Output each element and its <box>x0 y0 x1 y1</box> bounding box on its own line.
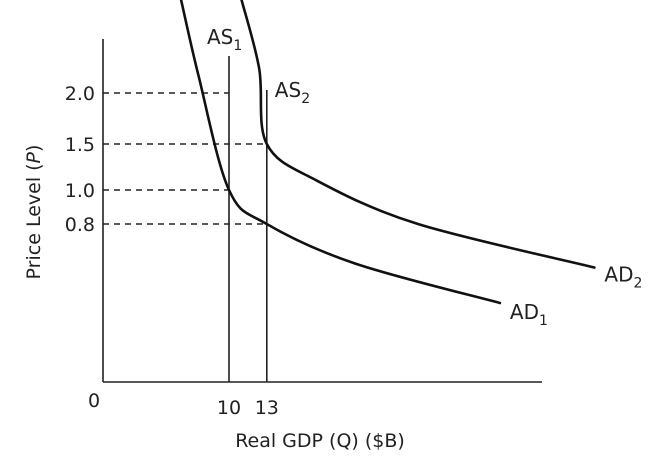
origin-label: 0 <box>88 390 100 412</box>
as1-label: AS1 <box>207 25 242 54</box>
y-tick-label-2-0: 2.0 <box>65 83 95 105</box>
y-axis-label: Price Level (P) <box>23 145 45 280</box>
ad1-label: AD1 <box>510 300 548 329</box>
y-tick-label-0-8: 0.8 <box>65 214 95 236</box>
x-tick-label-13: 13 <box>255 397 279 419</box>
y-tick-label-1-5: 1.5 <box>65 134 95 156</box>
ad2-curve <box>240 0 596 269</box>
x-tick-label-10: 10 <box>217 397 241 419</box>
ad1-curve <box>179 0 502 305</box>
y-tick-label-1-0: 1.0 <box>65 180 95 202</box>
ad2-label: AD2 <box>604 262 642 291</box>
x-axis-label: Real GDP (Q) ($B) <box>235 430 405 452</box>
as2-label: AS2 <box>275 78 310 107</box>
